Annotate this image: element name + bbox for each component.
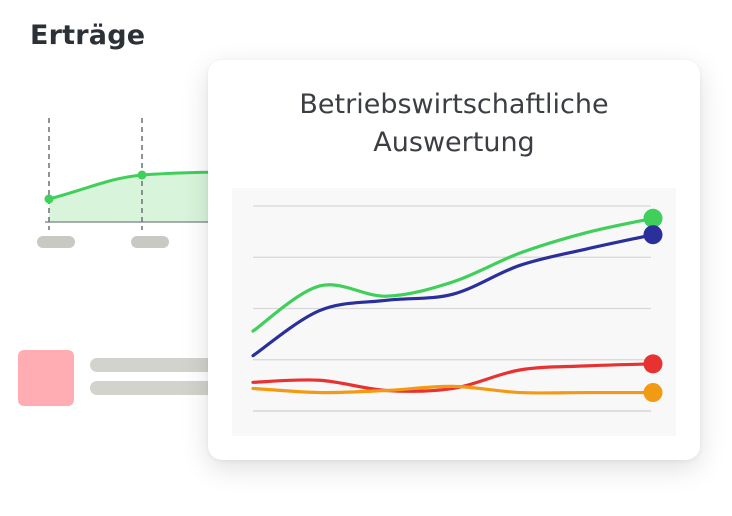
line-chart xyxy=(251,205,663,412)
series-line-3 xyxy=(251,362,655,393)
series-line-2 xyxy=(251,233,655,358)
earnings-point-1 xyxy=(44,194,54,204)
series-line-4 xyxy=(251,384,655,395)
report-card: Betriebswirtschaftliche Auswertung xyxy=(208,60,700,460)
series-end-marker-4 xyxy=(643,383,663,403)
earnings-area-fill xyxy=(49,172,240,222)
plot-area xyxy=(232,188,676,436)
axis-tag-1 xyxy=(37,236,75,248)
card-title-line-2: Auswertung xyxy=(373,127,535,158)
page-title: Erträge xyxy=(30,20,146,51)
card-title: Betriebswirtschaftliche Auswertung xyxy=(208,86,700,162)
series-end-marker-3 xyxy=(643,354,663,374)
placeholder-line-1 xyxy=(90,358,230,372)
series-end-marker-1 xyxy=(643,208,663,228)
card-title-line-1: Betriebswirtschaftliche xyxy=(299,89,609,120)
axis-tag-2 xyxy=(131,236,169,248)
legend-square xyxy=(18,350,74,406)
series-end-marker-2 xyxy=(643,225,663,245)
series-line-1 xyxy=(251,216,655,333)
placeholder-line-2 xyxy=(90,381,230,395)
earnings-point-2 xyxy=(137,170,147,180)
